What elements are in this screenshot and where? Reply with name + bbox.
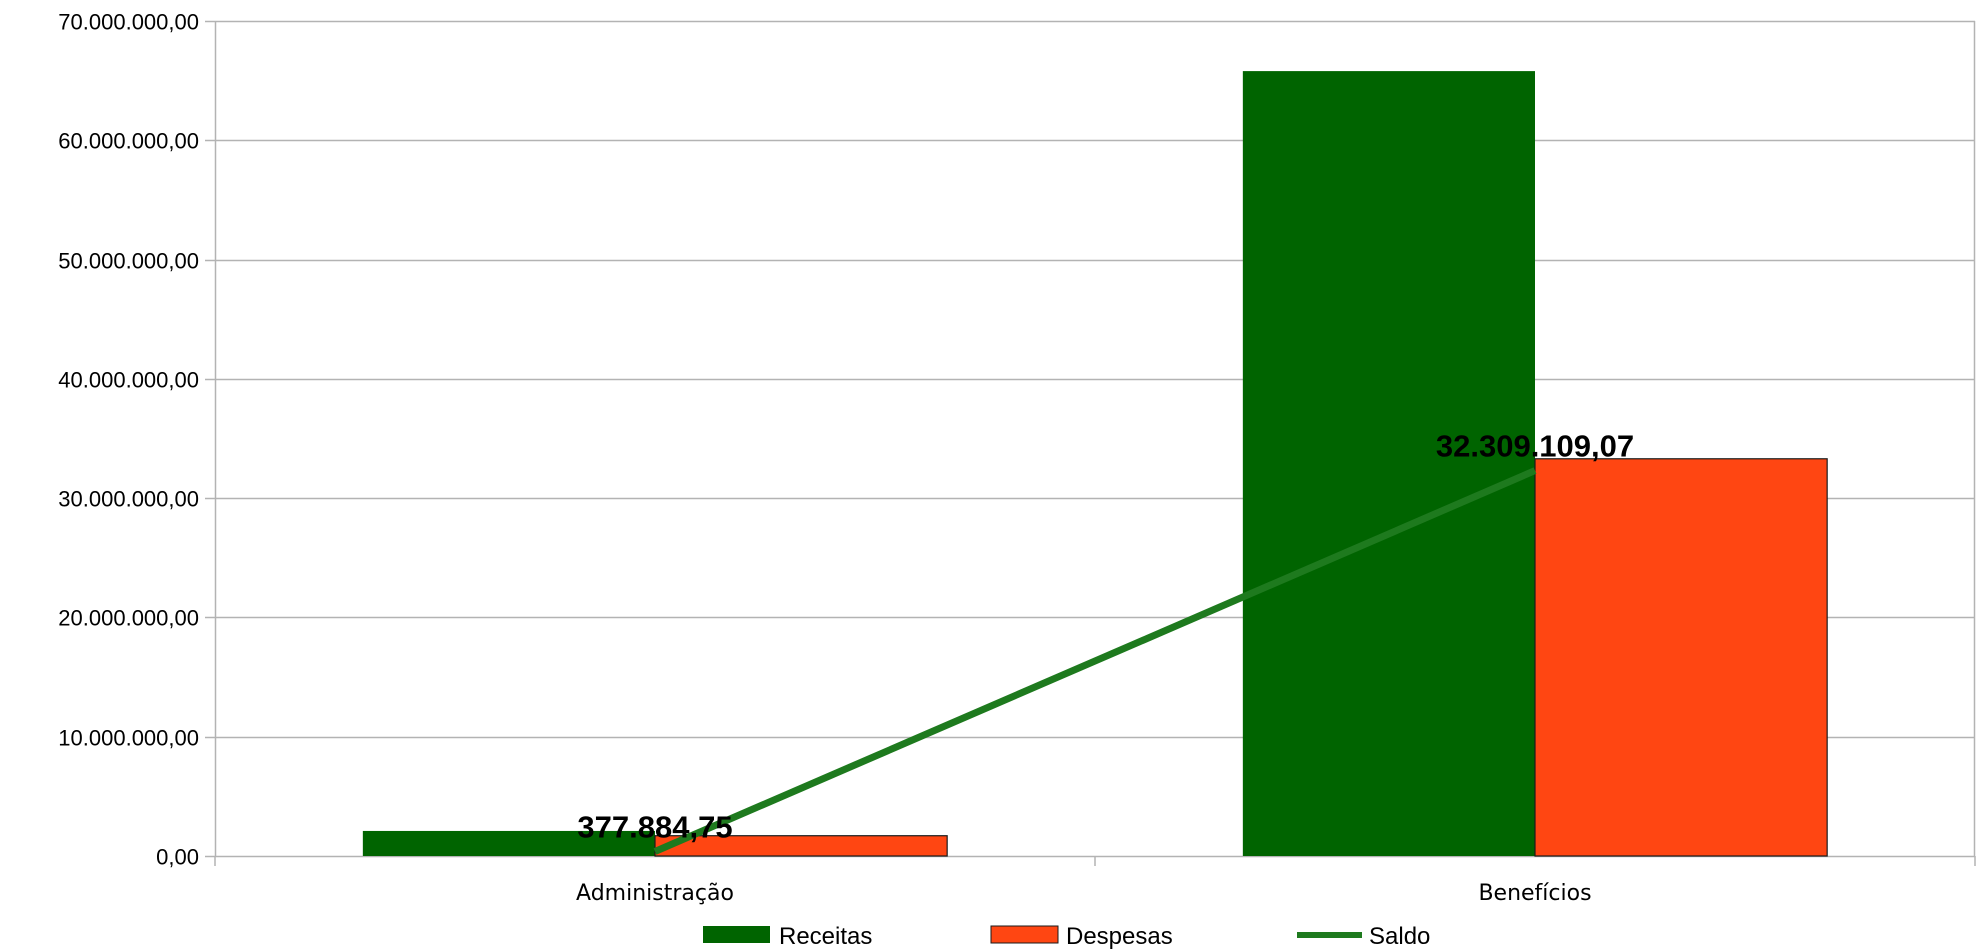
- x-axis-categories: Administração Benefícios: [576, 881, 1591, 906]
- y-tick-label: 20.000.000,00: [58, 606, 199, 631]
- legend-swatch-receitas: [703, 926, 770, 943]
- y-axis-ticks: 0,00 10.000.000,00 20.000.000,00 30.000.000…: [58, 10, 215, 870]
- legend: Receitas Despesas Saldo: [703, 923, 1430, 950]
- data-labels: 377.884,75 32.309.109,07: [577, 429, 1634, 845]
- y-tick-label: 10.000.000,00: [58, 726, 199, 751]
- y-tick-label: 30.000.000,00: [58, 487, 199, 512]
- legend-swatch-despesas: [990, 925, 1059, 944]
- y-tick-label: 40.000.000,00: [58, 368, 199, 393]
- legend-label-receitas: Receitas: [779, 923, 872, 950]
- saldo-line: [653, 467, 1537, 855]
- data-label: 377.884,75: [577, 809, 732, 844]
- x-category-label: Benefícios: [1478, 881, 1591, 906]
- legend-label-saldo: Saldo: [1369, 923, 1430, 950]
- bar-despesas: [654, 835, 948, 857]
- grid-lines: [215, 20, 1975, 858]
- axes: [214, 21, 1976, 866]
- y-tick-label: 50.000.000,00: [58, 249, 199, 274]
- line-saldo: [653, 467, 1537, 855]
- y-tick-label: 70.000.000,00: [58, 10, 199, 35]
- bar-receitas: [1242, 71, 1535, 857]
- data-label: 32.309.109,07: [1436, 429, 1634, 464]
- legend-label-despesas: Despesas: [1066, 923, 1173, 950]
- bars: [362, 71, 1828, 857]
- x-category-label: Administração: [576, 881, 734, 906]
- y-tick-label: 0,00: [156, 845, 199, 870]
- bar-despesas: [1534, 458, 1828, 857]
- y-tick-label: 60.000.000,00: [58, 129, 199, 154]
- bar-receitas: [362, 830, 655, 856]
